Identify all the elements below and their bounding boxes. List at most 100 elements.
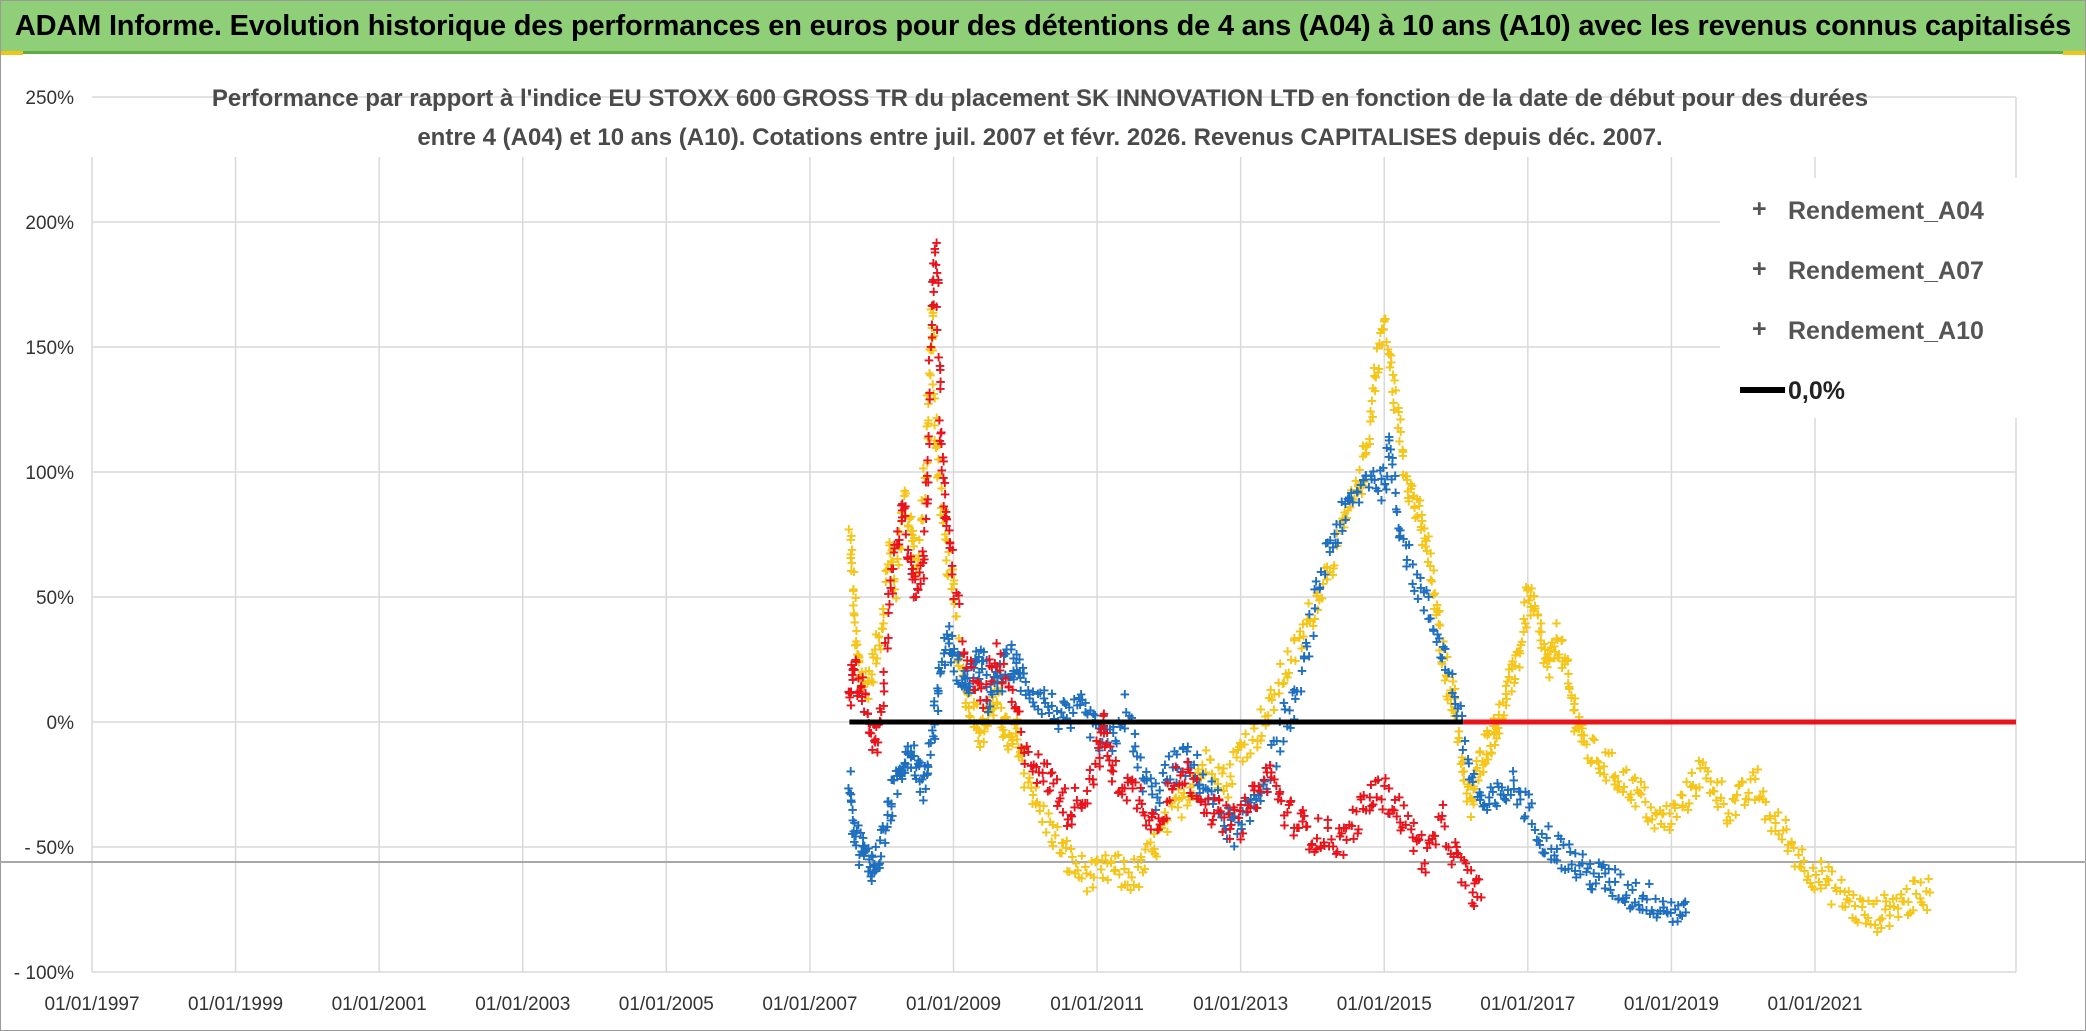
data-point: + bbox=[1171, 789, 1181, 808]
data-point: + bbox=[923, 429, 933, 448]
data-point: + bbox=[1426, 570, 1436, 589]
data-point: + bbox=[1803, 867, 1813, 886]
data-point: + bbox=[1005, 668, 1015, 687]
data-point: + bbox=[993, 682, 1003, 701]
x-tick-label: 01/01/2003 bbox=[475, 994, 570, 1015]
data-point: + bbox=[915, 753, 925, 772]
data-point: + bbox=[1344, 488, 1354, 507]
data-point: + bbox=[1553, 648, 1563, 667]
data-point: + bbox=[1140, 860, 1150, 879]
data-point: + bbox=[933, 679, 943, 698]
data-point: + bbox=[1026, 778, 1036, 797]
data-point: + bbox=[949, 575, 959, 594]
data-point: + bbox=[883, 639, 893, 658]
data-point: + bbox=[958, 666, 968, 685]
data-point: + bbox=[1230, 807, 1240, 826]
data-point: + bbox=[932, 436, 942, 455]
data-point: + bbox=[1604, 872, 1614, 891]
data-point: + bbox=[1147, 777, 1157, 796]
data-point: + bbox=[918, 459, 928, 478]
data-point: + bbox=[1219, 817, 1229, 836]
data-point: + bbox=[1398, 442, 1408, 461]
data-point: + bbox=[1376, 469, 1386, 488]
data-point: + bbox=[888, 771, 898, 790]
data-point: + bbox=[871, 654, 881, 673]
data-point: + bbox=[909, 736, 919, 755]
data-point: + bbox=[1836, 871, 1846, 890]
data-point: + bbox=[1893, 899, 1903, 918]
data-point: + bbox=[882, 561, 892, 580]
data-point: + bbox=[1773, 803, 1783, 822]
data-point: + bbox=[1750, 770, 1760, 789]
data-point: + bbox=[911, 769, 921, 788]
legend-marker-a10: + bbox=[1752, 315, 1767, 343]
data-point: + bbox=[940, 640, 950, 659]
banner-corner-right bbox=[2063, 51, 2085, 55]
data-point: + bbox=[1201, 779, 1211, 798]
data-point: + bbox=[1432, 632, 1442, 651]
data-point: + bbox=[1515, 644, 1525, 663]
data-point: + bbox=[848, 596, 858, 615]
data-point: + bbox=[1361, 467, 1371, 486]
data-point: + bbox=[863, 672, 873, 691]
data-point: + bbox=[1594, 867, 1604, 886]
data-point: + bbox=[1407, 476, 1417, 495]
data-point: + bbox=[846, 785, 856, 804]
data-point: + bbox=[1797, 840, 1807, 859]
data-point: + bbox=[894, 535, 904, 554]
data-point: + bbox=[903, 737, 913, 756]
data-point: + bbox=[1177, 808, 1187, 827]
data-point: + bbox=[1434, 641, 1444, 660]
data-point: + bbox=[961, 677, 971, 696]
data-point: + bbox=[928, 303, 938, 322]
data-point: + bbox=[881, 821, 891, 840]
data-point: + bbox=[856, 678, 866, 697]
y-tick-label: - 50% bbox=[24, 838, 74, 859]
data-point: + bbox=[1658, 804, 1668, 823]
data-point: + bbox=[884, 533, 894, 552]
data-point: + bbox=[1127, 868, 1137, 887]
data-point: + bbox=[871, 730, 881, 749]
data-point: + bbox=[1032, 793, 1042, 812]
data-point: + bbox=[850, 613, 860, 632]
data-point: + bbox=[1379, 320, 1389, 339]
data-point: + bbox=[1465, 789, 1475, 808]
data-point: + bbox=[1885, 906, 1895, 925]
data-point: + bbox=[1380, 475, 1390, 494]
data-point: + bbox=[1770, 822, 1780, 841]
data-point: + bbox=[1450, 694, 1460, 713]
data-point: + bbox=[1344, 491, 1354, 510]
data-point: + bbox=[1142, 834, 1152, 853]
data-point: + bbox=[1490, 794, 1500, 813]
data-point: + bbox=[952, 671, 962, 690]
data-point: + bbox=[923, 764, 933, 783]
data-point: + bbox=[1009, 670, 1019, 689]
data-point: + bbox=[1753, 760, 1763, 779]
data-point: + bbox=[1390, 467, 1400, 486]
data-point: + bbox=[1394, 528, 1404, 547]
data-point: + bbox=[1510, 656, 1520, 675]
data-point: + bbox=[962, 661, 972, 680]
data-point: + bbox=[1217, 764, 1227, 783]
data-point: + bbox=[995, 682, 1005, 701]
data-point: + bbox=[977, 651, 987, 670]
data-point: + bbox=[1235, 734, 1245, 753]
data-point: + bbox=[1683, 800, 1693, 819]
data-point: + bbox=[1431, 835, 1441, 854]
data-point: + bbox=[1563, 674, 1573, 693]
y-tick-label: 0% bbox=[47, 713, 75, 734]
data-point: + bbox=[1437, 655, 1447, 674]
data-point: + bbox=[1566, 686, 1576, 705]
data-point: + bbox=[983, 703, 993, 722]
data-point: + bbox=[1496, 785, 1506, 804]
data-point: + bbox=[1377, 321, 1387, 340]
x-tick-label: 01/01/1997 bbox=[44, 994, 139, 1015]
data-point: + bbox=[896, 504, 906, 523]
data-point: + bbox=[1368, 379, 1378, 398]
data-point: + bbox=[1064, 698, 1074, 717]
data-point: + bbox=[992, 672, 1002, 691]
data-point: + bbox=[1375, 461, 1385, 480]
x-tick-label: 01/01/2011 bbox=[1050, 994, 1144, 1015]
data-point: + bbox=[929, 696, 939, 715]
data-point: + bbox=[918, 791, 928, 810]
